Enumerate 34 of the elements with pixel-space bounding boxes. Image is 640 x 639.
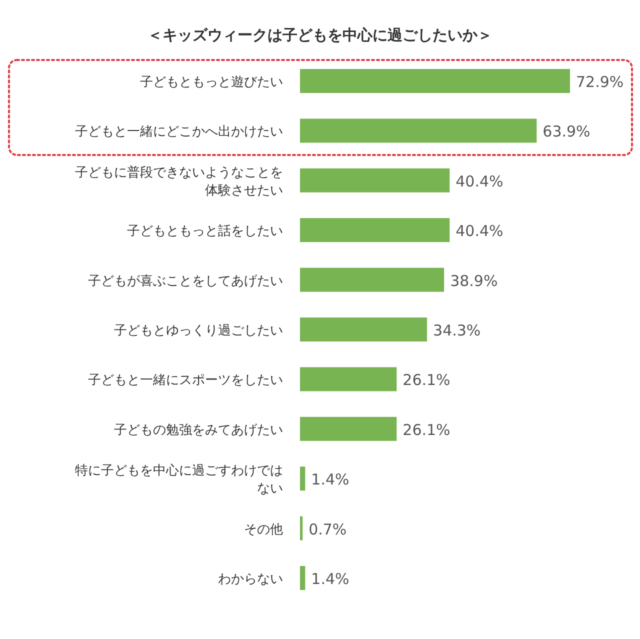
- data-label: 38.9%: [450, 272, 498, 290]
- y-tick-label: 子どもの勉強をみてあげたい: [114, 422, 283, 438]
- data-label: 40.4%: [456, 172, 504, 190]
- y-tick-label: 子どもとゆっくり過ごしたい: [114, 324, 283, 338]
- bar: [300, 566, 306, 590]
- data-label: 1.4%: [311, 470, 350, 489]
- bar: [300, 69, 570, 93]
- y-tick-label: 子どもが喜ぶことをしてあげたい: [88, 274, 283, 289]
- bar: [300, 268, 444, 292]
- bar: [300, 367, 397, 392]
- data-label: 26.1%: [402, 420, 450, 439]
- data-label: 34.3%: [433, 322, 481, 340]
- bar: [300, 516, 303, 540]
- data-label: 40.4%: [456, 222, 504, 240]
- bar: [300, 318, 428, 342]
- y-tick-label: 子どもともっと話をしたい: [127, 224, 283, 240]
- y-tick-label: 子どもに普段できないようなことを体験させたい: [75, 164, 283, 198]
- data-label: 63.9%: [542, 122, 590, 141]
- bar: [300, 168, 450, 192]
- bar: [300, 118, 537, 143]
- data-label: 72.9%: [576, 73, 624, 91]
- chart-title: ＜キッズウィークは子どもを中心に過ごしたいか＞: [148, 26, 492, 44]
- y-tick-label: 子どもと一緒にどこかへ出かけたい: [75, 124, 283, 140]
- data-label: 1.4%: [311, 570, 350, 588]
- y-tick-label: 子どもともっと遊びたい: [140, 75, 283, 90]
- bar: [300, 416, 397, 441]
- y-tick-label: わからない: [218, 572, 283, 587]
- bar: [300, 466, 306, 491]
- y-tick-label: 子どもと一緒にスポーツをしたい: [88, 373, 283, 388]
- y-tick-label: 特に子どもを中心に過ごすわけではない: [75, 462, 283, 497]
- y-tick-label: その他: [244, 522, 283, 538]
- bar: [300, 218, 450, 242]
- data-label: 0.7%: [308, 520, 347, 538]
- data-label: 26.1%: [402, 371, 450, 390]
